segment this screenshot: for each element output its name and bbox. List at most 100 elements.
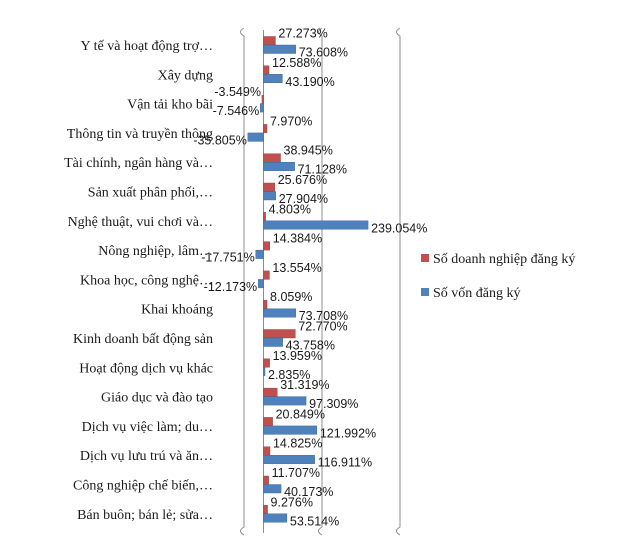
bar-von (263, 513, 288, 523)
bar-von (263, 367, 266, 376)
category-label: Nghệ thuật, vui chơi và… (68, 215, 213, 230)
bar-von (263, 161, 295, 171)
data-label-doanh-nghiep: 11.707% (272, 466, 320, 480)
category-label: Bán buôn; bán lẻ; sửa… (77, 508, 213, 523)
data-label-doanh-nghiep: 14.384% (273, 232, 322, 246)
bar-von (263, 455, 315, 464)
bar-doanh-nghiep (263, 65, 270, 75)
data-label-von: 239.054% (371, 221, 427, 235)
legend-item-doanh-nghiep: Số doanh nghiệp đăng ký (421, 252, 575, 267)
data-label-doanh-nghiep: 9.276% (271, 495, 313, 509)
data-label-doanh-nghiep: 7.970% (270, 114, 312, 128)
bar-doanh-nghiep (261, 94, 264, 104)
bar-von (263, 74, 283, 84)
bar-doanh-nghiep (263, 329, 296, 339)
category-label: Giáo dục và đào tạo (101, 391, 213, 406)
legend-swatch (421, 288, 429, 296)
data-label-von: 71.128% (298, 163, 347, 177)
data-label-von: 97.309% (309, 397, 358, 411)
category-label: Công nghiệp chế biến,… (73, 479, 213, 494)
gridline-1 (240, 27, 245, 536)
legend: Số doanh nghiệp đăng ký Số vốn đăng ký (421, 252, 575, 301)
category-label: Xây dựng (158, 68, 213, 83)
bar-von (263, 337, 283, 347)
data-label-doanh-nghiep: 25.676% (278, 173, 327, 187)
bar-von (263, 308, 296, 318)
data-label-von: 116.911% (318, 456, 372, 470)
data-label-von: 43.190% (285, 75, 334, 89)
data-label-von: 27.904% (279, 192, 328, 206)
data-label-von: 73.708% (299, 309, 348, 323)
bar-doanh-nghiep (263, 212, 266, 222)
data-label-von: -7.546% (213, 104, 260, 118)
bar-doanh-nghiep (263, 300, 268, 309)
data-label-doanh-nghiep: 8.059% (270, 290, 312, 304)
bar-von (263, 484, 282, 494)
bar-doanh-nghiep (263, 505, 268, 514)
data-label-doanh-nghiep: 20.849% (276, 407, 325, 421)
bar-doanh-nghiep (263, 241, 270, 251)
category-label: Hoạt động dịch vụ khác (79, 361, 213, 376)
data-label-doanh-nghiep: 38.945% (284, 144, 333, 158)
category-label: Nông nghiệp, lâm… (98, 244, 213, 259)
category-label: Y tế và hoạt động trợ… (81, 39, 213, 54)
data-label-von: -35.805% (193, 133, 247, 147)
bar-von (255, 249, 264, 259)
data-label-von: 53.514% (290, 514, 339, 528)
bar-von (247, 132, 264, 142)
category-labels: Y tế và hoạt động trợ… Xây dựng Vận tải kh… (64, 39, 213, 523)
gridline-2 (318, 27, 323, 536)
data-labels: 27.273% 73.608%12.588% 43.190% -3.549% -7.54… (193, 27, 427, 529)
data-label-doanh-nghiep: 12.588% (272, 56, 321, 70)
data-label-von: 73.608% (299, 46, 348, 60)
bar-doanh-nghiep (263, 270, 270, 280)
bar-von (263, 191, 276, 201)
bar-von (259, 103, 264, 113)
bar-doanh-nghiep (263, 417, 273, 427)
data-label-doanh-nghiep: 31.319% (280, 378, 329, 392)
legend-label: Số vốn đăng ký (433, 286, 521, 301)
data-label-doanh-nghiep: 14.825% (273, 437, 322, 451)
legend-item-von: Số vốn đăng ký (421, 286, 521, 301)
bar-von (263, 220, 369, 230)
bar-doanh-nghiep (263, 153, 281, 163)
category-label: Dịch vụ việc làm; du… (82, 420, 213, 435)
data-label-von: 43.758% (286, 339, 335, 353)
gridline-3 (396, 27, 401, 536)
data-label-von: 121.992% (320, 426, 376, 440)
category-label: Vận tải kho bãi (127, 98, 213, 113)
bar-von (263, 44, 296, 54)
data-label-doanh-nghiep: 4.803% (269, 202, 311, 216)
bar-doanh-nghiep (263, 475, 269, 485)
data-label-doanh-nghiep: 27.273% (278, 27, 327, 41)
category-label: Khai khoáng (141, 303, 213, 318)
category-label: Dịch vụ lưu trú và ăn… (80, 449, 213, 464)
data-label-doanh-nghiep: -3.549% (214, 85, 261, 99)
bars (247, 36, 369, 523)
bar-von (257, 279, 264, 289)
category-label: Sản xuất phân phối,… (88, 186, 213, 201)
bar-von (263, 425, 318, 435)
bar-doanh-nghiep (263, 182, 275, 192)
bar-doanh-nghiep (263, 36, 276, 46)
category-label: Khoa học, công nghệ… (80, 273, 213, 288)
data-label-von: -12.173% (204, 280, 258, 294)
data-label-von: -17.751% (201, 251, 255, 265)
bar-doanh-nghiep (263, 387, 278, 397)
legend-swatch (421, 254, 429, 262)
bar-doanh-nghiep (263, 124, 268, 134)
category-label: Kinh doanh bất động sản (73, 332, 213, 347)
data-label-von: 40.173% (284, 485, 333, 499)
bar-doanh-nghiep (263, 358, 270, 368)
legend-label: Số doanh nghiệp đăng ký (433, 252, 575, 267)
category-label: Thông tin và truyền thông (67, 127, 213, 142)
data-label-von: 2.835% (268, 368, 310, 382)
data-label-doanh-nghiep: 13.554% (272, 261, 321, 275)
data-label-doanh-nghiep: 72.770% (298, 320, 347, 334)
data-label-doanh-nghiep: 13.959% (273, 349, 322, 363)
bar-doanh-nghiep (263, 446, 271, 456)
category-label: Tài chính, ngân hàng và… (64, 156, 213, 171)
bar-von (263, 396, 307, 406)
